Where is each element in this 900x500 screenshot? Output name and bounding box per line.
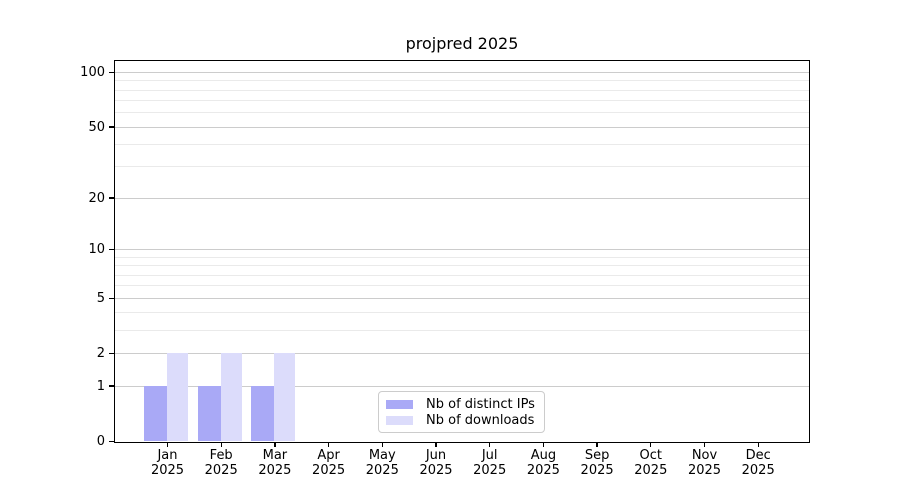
legend-item-downloads: Nb of downloads [386,412,536,428]
y-tick-mark [109,353,114,355]
minor-gridline [115,265,809,267]
minor-gridline [115,312,809,314]
major-gridline [115,297,809,299]
x-tick-year: 2025 [150,463,185,478]
x-tick-label: Jul 2025 [463,448,517,478]
plot-area: Nb of distinct IPs Nb of downloads [114,60,810,443]
x-tick-mark [435,443,437,447]
y-tick-mark [109,440,114,443]
legend-swatch-distinct-ips-icon [386,399,413,409]
minor-gridline [115,112,809,114]
x-tick-year: 2025 [687,463,722,478]
x-tick-month: Nov [691,448,718,463]
bar-mar-downloads [274,353,296,441]
bar-feb-distinct-ips [197,385,221,441]
legend-label-distinct-ips: Nb of distinct IPs [426,396,535,412]
x-tick-label: Dec 2025 [731,448,785,478]
minor-gridline [115,80,809,82]
x-tick-month: Oct [639,448,663,463]
x-tick-month: Dec [745,448,771,463]
x-tick-month: Feb [209,448,233,463]
legend-label-downloads: Nb of downloads [426,412,535,428]
legend-swatch-downloads-icon [386,415,413,425]
x-tick-mark [381,443,383,447]
x-tick-year: 2025 [473,463,507,478]
y-tick-label: 1 [96,378,105,394]
x-tick-label: Nov 2025 [678,448,732,478]
x-tick-mark [703,443,706,447]
major-gridline [115,385,809,387]
minor-gridline [115,166,809,168]
x-tick-month: Mar [262,448,288,463]
x-tick-mark [757,443,759,447]
minor-gridline [115,144,809,146]
x-tick-month: Apr [317,448,340,463]
x-tick-month: Sep [584,448,610,463]
minor-gridline [115,330,809,332]
y-tick-label: 100 [80,65,105,80]
x-tick-month: Aug [530,448,557,463]
x-tick-mark [220,443,222,447]
y-tick-label: 2 [96,346,105,362]
chart-title: projpred 2025 [405,34,519,53]
major-gridline [115,126,809,128]
y-tick-mark [109,126,114,128]
x-tick-month: Jan [157,448,178,463]
major-gridline [115,249,809,251]
major-gridline [115,353,809,355]
x-tick-label: Oct 2025 [624,448,678,478]
x-tick-label: Jan 2025 [141,448,195,478]
y-tick-label: 20 [88,190,105,206]
minor-gridline [115,285,809,287]
x-tick-mark [327,443,330,447]
x-tick-year: 2025 [634,463,668,478]
bar-mar-distinct-ips [251,385,275,441]
x-tick-mark [166,443,169,447]
legend: Nb of distinct IPs Nb of downloads [378,391,545,433]
x-tick-month: Jul [481,448,498,463]
minor-gridline [115,100,809,102]
x-tick-label: Mar 2025 [248,448,302,478]
bar-feb-downloads [220,353,242,441]
x-tick-mark [542,443,545,447]
bar-jan-downloads [167,353,188,441]
major-gridline [115,72,809,73]
y-tick-mark [109,385,114,387]
y-tick-mark [109,71,114,74]
x-tick-month: Jun [425,448,447,463]
x-tick-year: 2025 [419,463,453,478]
minor-gridline [115,256,809,258]
x-tick-year: 2025 [580,463,614,478]
x-tick-mark [489,443,491,447]
x-tick-label: Jun 2025 [409,448,463,478]
x-tick-year: 2025 [258,463,292,478]
x-tick-label: Feb 2025 [194,448,248,478]
minor-gridline [115,274,809,276]
x-tick-year: 2025 [312,463,346,478]
x-tick-year: 2025 [526,463,560,478]
x-tick-month: May [368,448,396,463]
bar-jan-distinct-ips [144,385,167,441]
y-tick-mark [109,249,114,251]
legend-item-distinct-ips: Nb of distinct IPs [386,396,536,412]
x-tick-year: 2025 [365,463,399,478]
y-tick-label: 0 [96,434,105,449]
x-tick-year: 2025 [741,463,775,478]
major-gridline [115,197,809,199]
x-tick-label: May 2025 [355,448,409,478]
minor-gridline [115,89,809,91]
y-tick-label: 10 [88,242,105,258]
y-tick-label: 5 [96,290,105,306]
x-tick-mark [650,443,652,447]
x-tick-label: Sep 2025 [570,448,624,478]
x-tick-year: 2025 [204,463,238,478]
x-tick-label: Apr 2025 [302,448,356,478]
y-tick-label: 50 [88,119,105,135]
x-tick-mark [274,443,276,447]
x-tick-mark [596,443,598,447]
x-tick-label: Aug 2025 [516,448,570,478]
y-tick-mark [109,197,114,199]
y-tick-mark [109,297,114,299]
